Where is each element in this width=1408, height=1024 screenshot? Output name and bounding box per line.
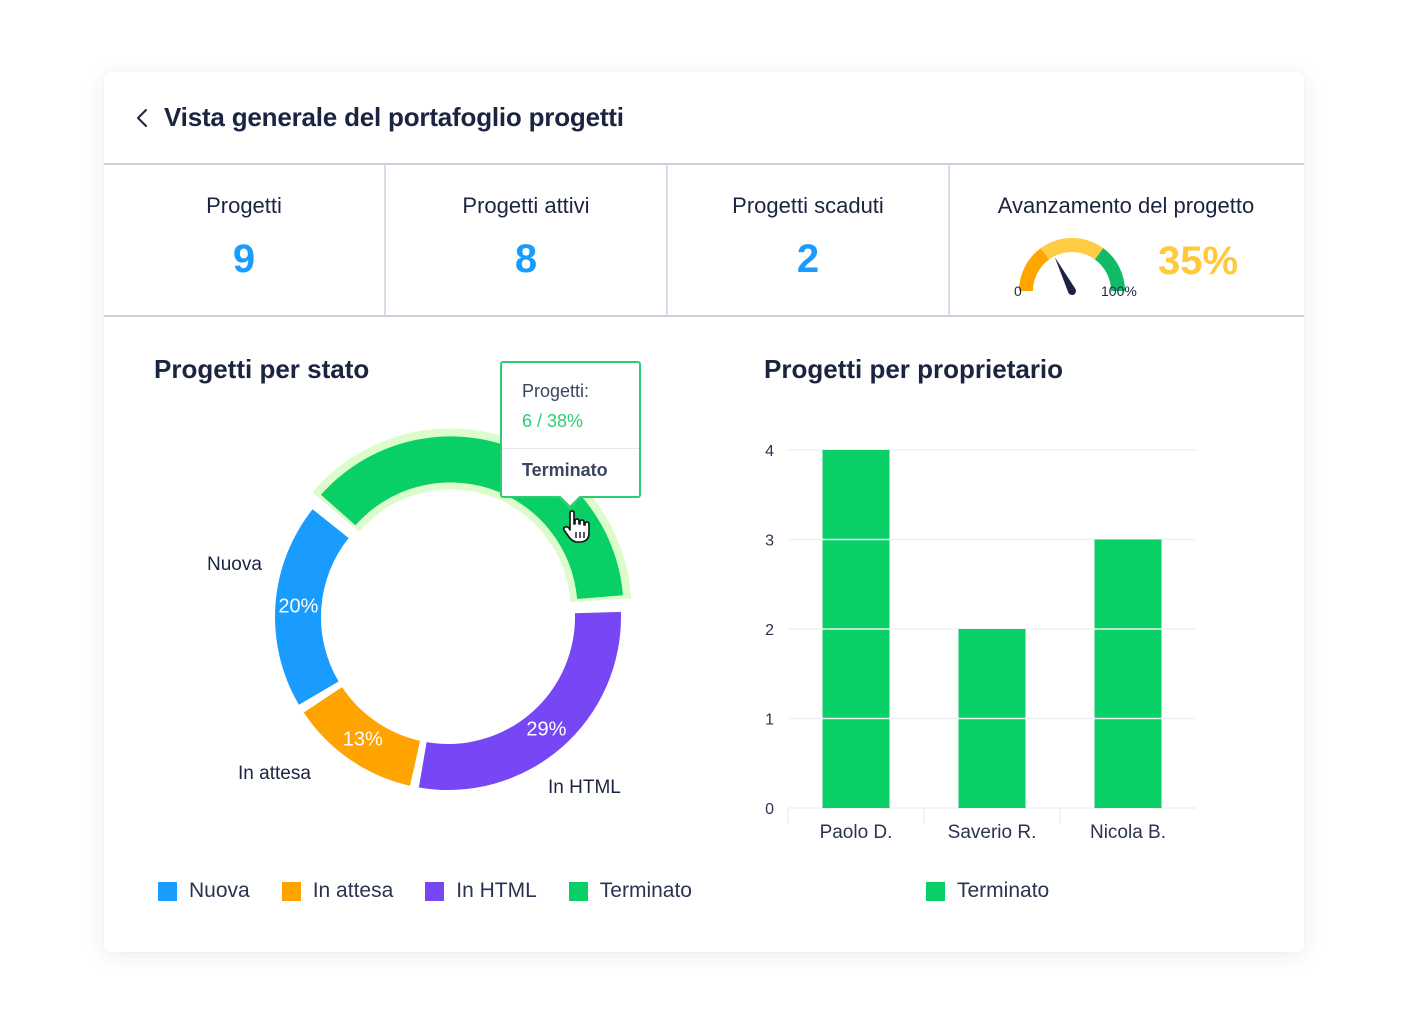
stat-label: Progetti scaduti <box>732 193 884 218</box>
legend-label: Terminato <box>957 879 1050 902</box>
y-tick-label: 4 <box>765 443 774 460</box>
legend-item-nuova[interactable]: Nuova <box>158 879 250 903</box>
stat-card-active-projects: Progetti attivi 8 <box>386 165 668 315</box>
legend-item-terminato[interactable]: Terminato <box>568 879 692 903</box>
stat-label: Progetti <box>206 193 282 218</box>
legend-label: Terminato <box>599 879 692 902</box>
stat-label: Avanzamento del progetto <box>997 193 1255 218</box>
legend-label: In HTML <box>456 879 537 902</box>
header: Vista generale del portafoglio progetti <box>104 72 1304 165</box>
y-tick-label: 3 <box>765 533 774 550</box>
legend-swatch <box>425 881 445 901</box>
tooltip-category: Terminato <box>522 460 608 480</box>
gauge-value: 35% <box>1158 239 1239 283</box>
legend-item-terminato[interactable]: Terminato <box>926 879 1049 903</box>
donut-slice-in-html[interactable] <box>418 611 621 790</box>
bar-chart-title: Progetti per proprietario <box>764 354 1064 384</box>
gauge-needle <box>1054 257 1076 295</box>
legend-label: Nuova <box>189 879 250 902</box>
legend-item-in-attesa[interactable]: In attesa <box>281 879 394 903</box>
page-title: Vista generale del portafoglio progetti <box>164 102 624 132</box>
hand-pointer-cursor-icon <box>562 510 590 543</box>
legend-item-in-html[interactable]: In HTML <box>425 879 537 903</box>
bar-nicola-b[interactable] <box>1094 539 1162 809</box>
stat-value: 8 <box>514 237 538 281</box>
stat-card-overdue-projects: Progetti scaduti 2 <box>668 165 950 315</box>
x-tick-label: Paolo D. <box>820 822 893 843</box>
tooltip-label: Progetti: <box>522 381 590 401</box>
legend-swatch <box>281 881 301 901</box>
gauge-segment <box>1019 248 1050 292</box>
stat-card-progress: Avanzamento del progetto 0 100% 35% <box>950 165 1302 315</box>
slice-value-label: 20% <box>278 595 319 618</box>
gauge-min-label: 0 <box>1014 283 1022 299</box>
x-tick-label: Saverio R. <box>948 822 1037 843</box>
tooltip-divider <box>502 448 639 449</box>
slice-category-label: In HTML <box>548 777 621 798</box>
bar-legend: Terminato <box>926 879 1081 903</box>
donut-slice-in-attesa[interactable] <box>303 687 421 786</box>
bar-chart: 0 1 2 3 4 Paolo D. Saverio R. Nicola B. <box>765 443 1196 843</box>
stat-value: 2 <box>796 237 820 281</box>
tooltip-value: 6 / 38% <box>522 411 584 431</box>
stat-card-projects: Progetti 9 <box>104 165 386 315</box>
gauge-segment <box>1040 238 1104 260</box>
gauge-max-label: 100% <box>1101 283 1137 299</box>
y-tick-label: 2 <box>765 622 774 639</box>
stats-row: Progetti 9 Progetti attivi 8 Progetti sc… <box>104 165 1304 317</box>
legend-swatch <box>568 881 588 901</box>
legend-label: In attesa <box>312 879 394 902</box>
gauge-segment <box>1094 248 1125 292</box>
slice-value-label: 13% <box>342 728 383 751</box>
stat-value: 9 <box>232 237 256 281</box>
donut-legend: Nuova In attesa In HTML Terminato <box>158 879 724 903</box>
slice-category-label: In attesa <box>238 763 311 784</box>
donut-chart-title: Progetti per stato <box>154 354 370 384</box>
slice-value-label: 29% <box>526 718 567 741</box>
legend-swatch <box>158 881 177 901</box>
chevron-left-icon <box>137 109 147 127</box>
legend-swatch <box>926 881 945 901</box>
x-tick-label: Nicola B. <box>1090 822 1166 843</box>
chart-tooltip: Progetti: 6 / 38% Terminato <box>500 361 641 498</box>
progress-gauge <box>1019 238 1125 295</box>
back-button[interactable] <box>132 106 152 130</box>
donut-slice-nuova[interactable] <box>275 509 349 705</box>
y-tick-label: 1 <box>765 712 774 729</box>
y-tick-label: 0 <box>765 801 774 818</box>
slice-category-label: Nuova <box>207 554 262 575</box>
portfolio-overview-card: Vista generale del portafoglio progetti … <box>104 72 1304 952</box>
stat-label: Progetti attivi <box>462 193 590 218</box>
